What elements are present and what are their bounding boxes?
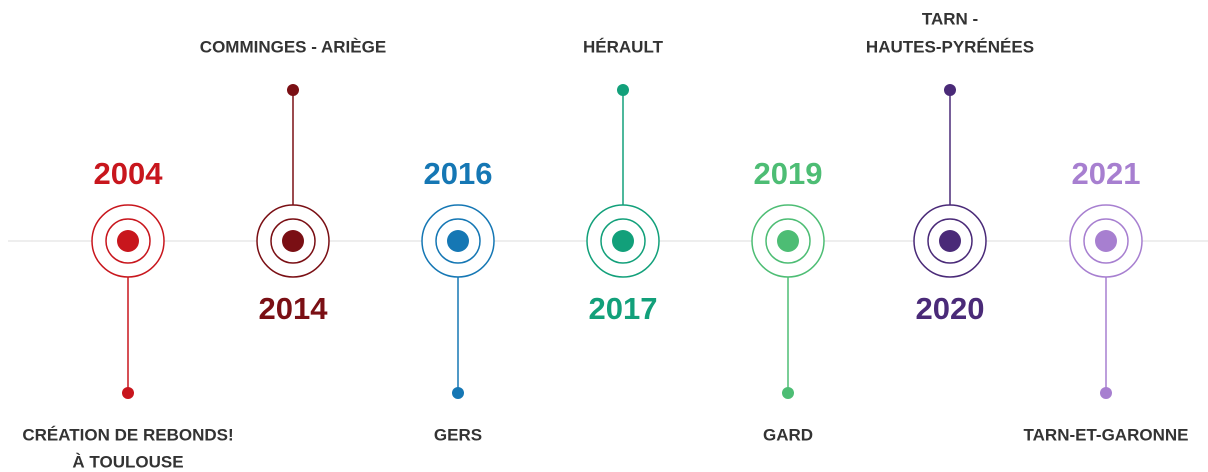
event-label: TARN-ET-GARONNE [1024, 425, 1189, 444]
year: 2017 [589, 291, 658, 326]
year: 2019 [754, 156, 823, 191]
center-dot [939, 230, 961, 252]
event-label: À TOULOUSE [72, 452, 183, 471]
year: 2021 [1072, 156, 1141, 191]
stem-dot [452, 387, 464, 399]
year: 2020 [916, 291, 985, 326]
event-label: CRÉATION DE REBONDS! [22, 425, 233, 444]
event-label: HAUTES-PYRÉNÉES [866, 37, 1034, 56]
center-dot [117, 230, 139, 252]
event-label: HÉRAULT [583, 37, 664, 56]
stem-dot [782, 387, 794, 399]
year: 2016 [424, 156, 493, 191]
year: 2014 [259, 291, 329, 326]
stem-dot [287, 84, 299, 96]
center-dot [447, 230, 469, 252]
event-label: GERS [434, 425, 482, 444]
center-dot [282, 230, 304, 252]
center-dot [777, 230, 799, 252]
center-dot [1095, 230, 1117, 252]
event-label: GARD [763, 425, 813, 444]
stem-dot [944, 84, 956, 96]
event-label: COMMINGES - ARIÈGE [200, 37, 386, 56]
stem-dot [617, 84, 629, 96]
year: 2004 [94, 156, 164, 191]
stem-dot [122, 387, 134, 399]
event-label: TARN - [922, 9, 978, 28]
stem-dot [1100, 387, 1112, 399]
center-dot [612, 230, 634, 252]
